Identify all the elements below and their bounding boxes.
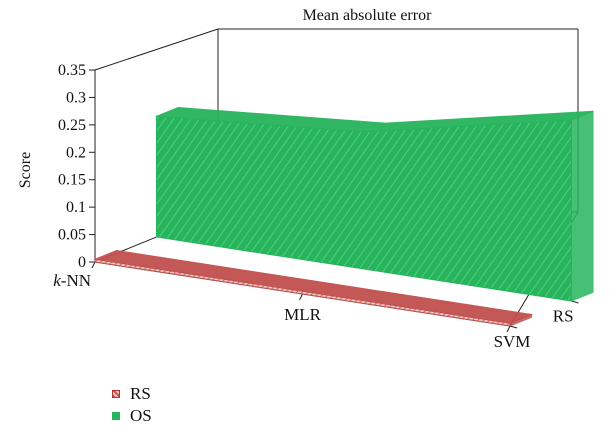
series-layer [93,107,594,327]
data-point [509,322,511,325]
chart-title: Mean absolute error [303,7,433,24]
series-end-cap [571,110,594,302]
y-tick-label: 0.05 [58,227,86,244]
data-point [363,131,365,133]
legend-swatch-os [112,412,120,420]
y-tick-label: 0.35 [58,62,86,79]
series-os [155,107,594,302]
series-rs [93,249,534,327]
legend-swatch-rs [112,390,120,398]
data-point [94,258,96,261]
legend-label-os: OS [130,406,152,425]
depth-tick-label: RS [553,307,574,326]
legend-item-rs: RS [112,383,152,405]
data-point [570,119,573,121]
y-tick-label: 0.2 [66,144,86,161]
y-axis-ticks: 0 0.05 0.1 0.15 0.2 0.25 0.3 0.35 [58,62,95,271]
legend: RS OS [112,383,152,427]
x-tick-mark [91,261,96,269]
y-axis-label: Score [17,152,34,188]
y-tick-label: 0.15 [58,172,86,189]
x-tick-label: SVM [494,332,531,351]
y-tick-label: 0.1 [66,199,86,216]
depth-tick-mark [509,325,518,329]
x-tick-label: k-NN [53,271,91,290]
y-tick-label: 0.25 [58,117,86,134]
y-tick-label: 0.3 [66,89,86,106]
y-tick-label: 0 [78,254,86,271]
data-point [301,290,304,293]
legend-item-os: OS [112,405,152,427]
series-end-cap [509,313,533,327]
x-axis-ticks: k-NN MLR SVM [53,261,531,351]
x-tick-label: MLR [284,305,322,324]
data-point [155,115,158,118]
depth-tick-mark [571,300,579,304]
legend-label-rs: RS [130,384,151,403]
x-tick-mark [506,325,511,333]
x-tick-mark [299,293,303,301]
